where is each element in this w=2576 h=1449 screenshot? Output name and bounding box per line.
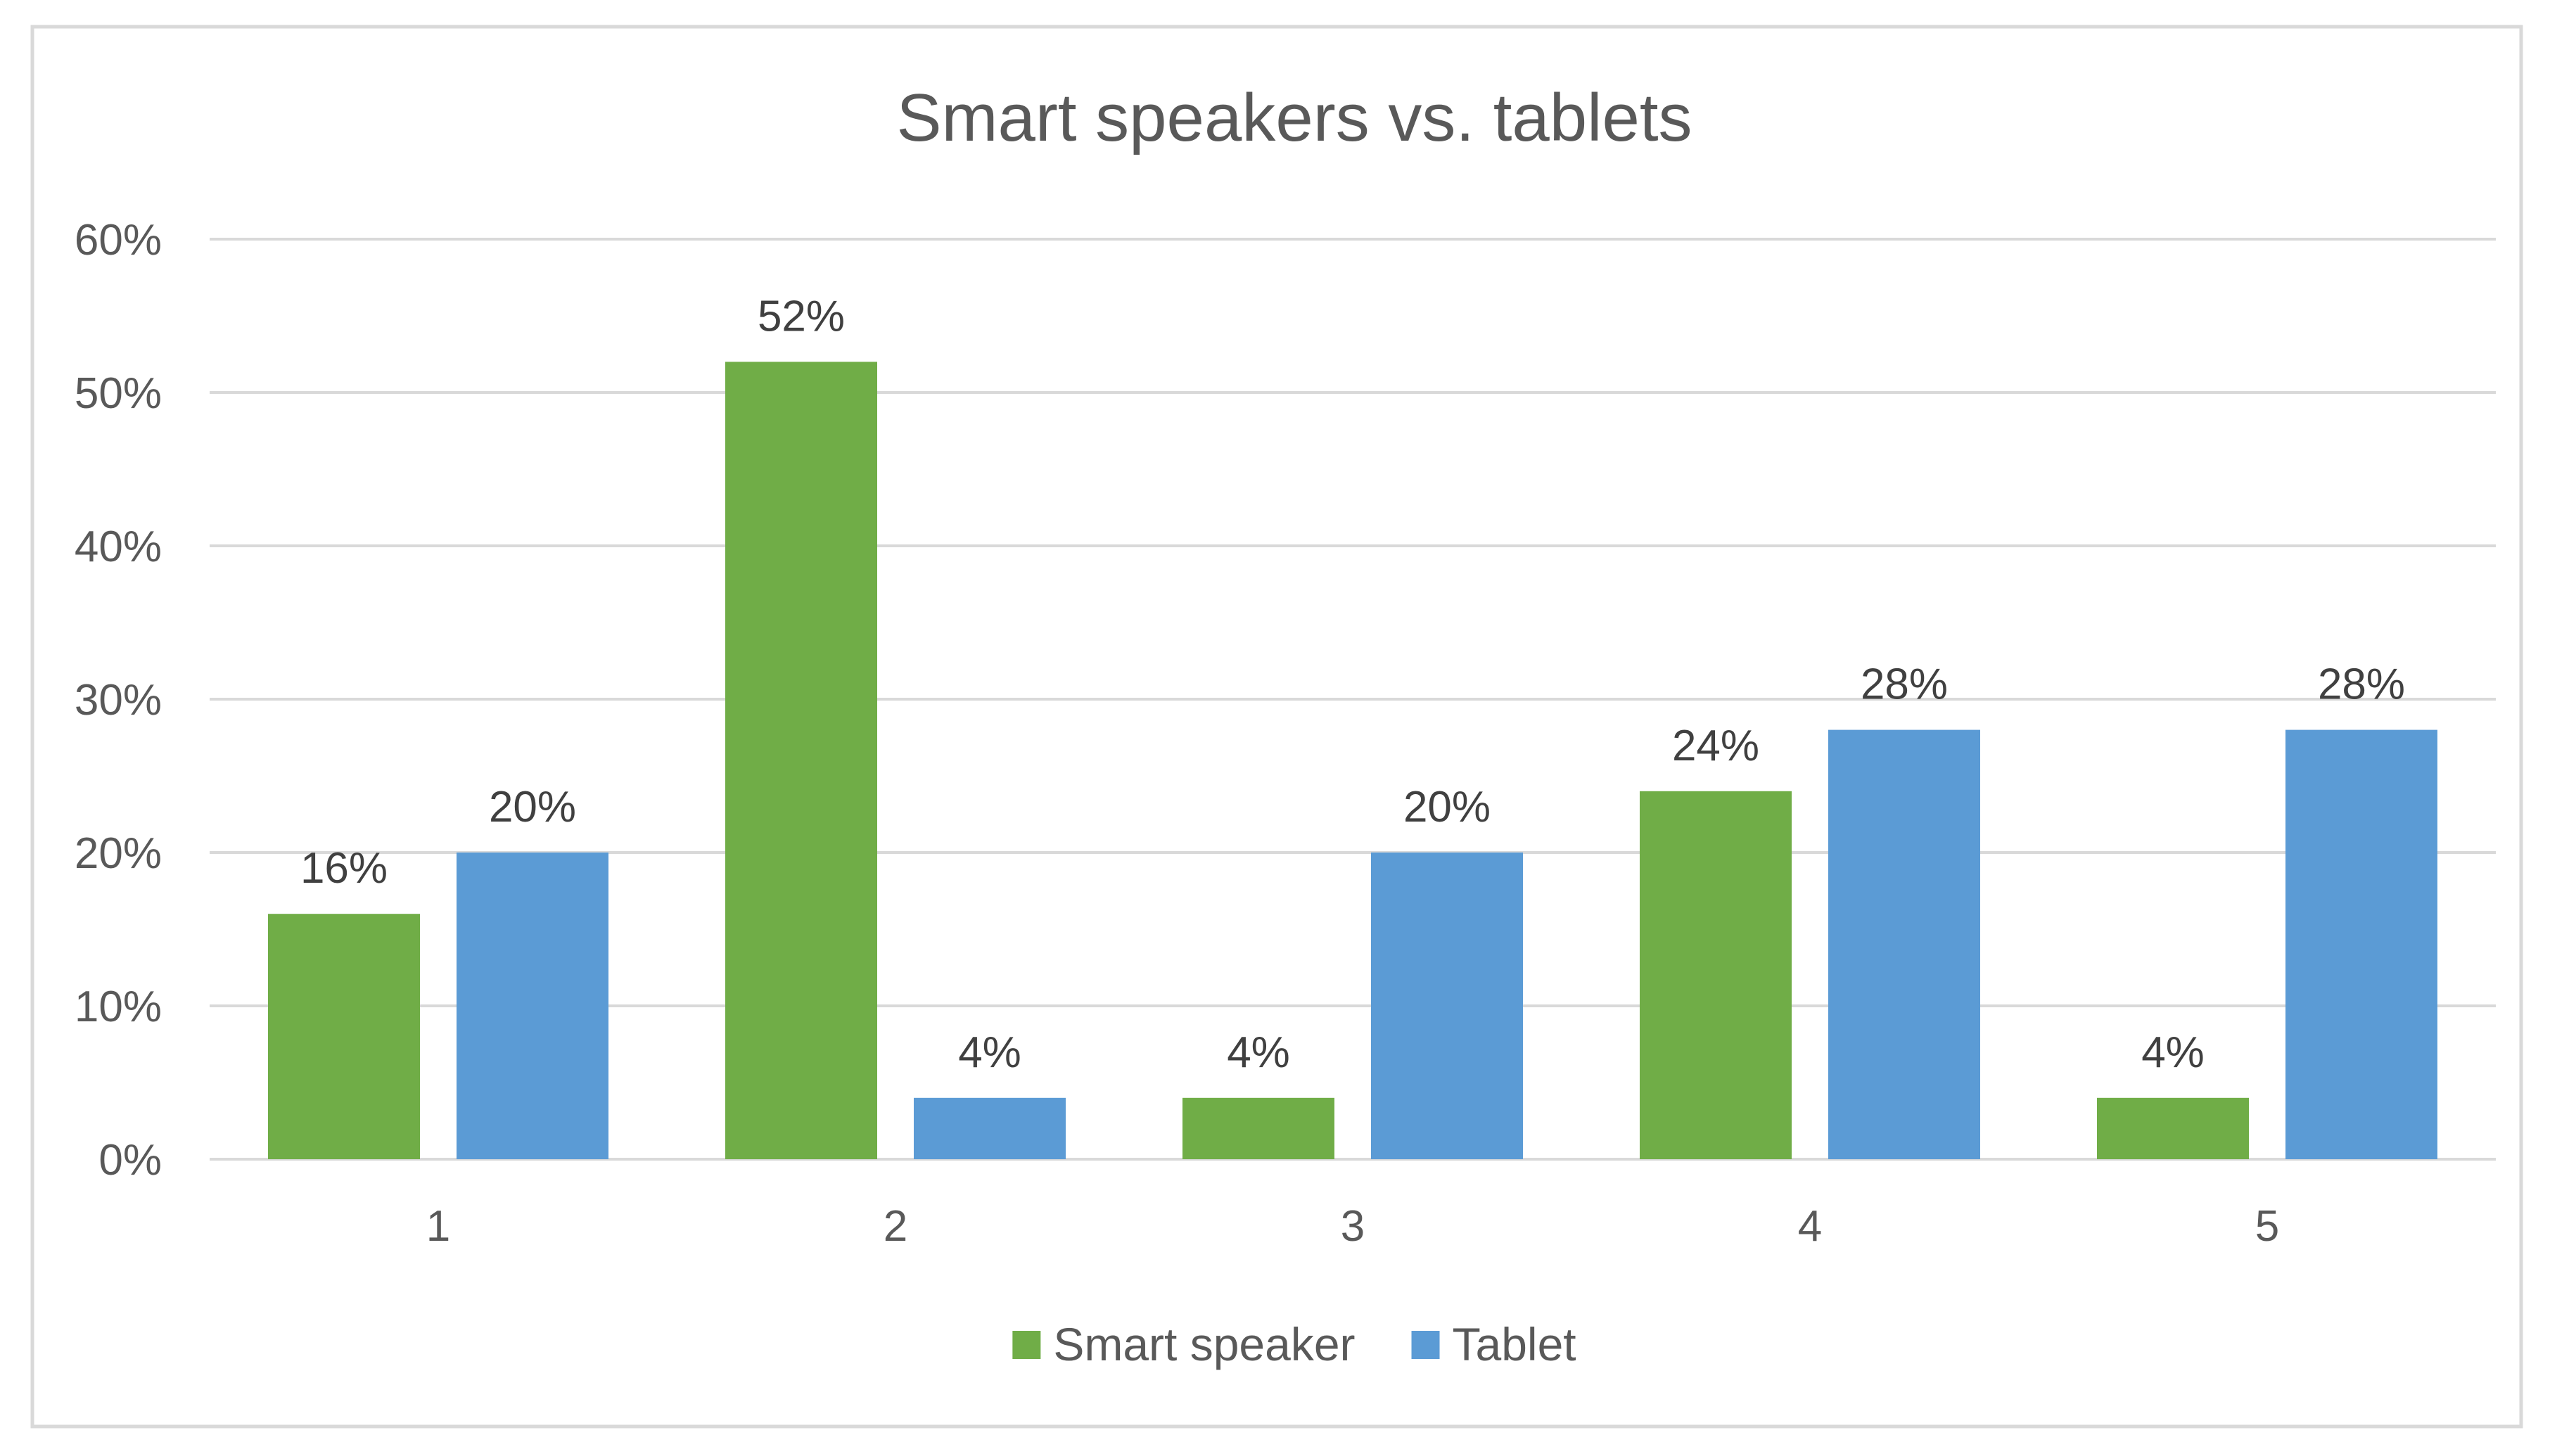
bar-smart-speaker-4 xyxy=(1640,791,1792,1159)
y-tick-label: 60% xyxy=(75,216,162,264)
data-label: 20% xyxy=(489,783,576,831)
x-tick-label: 1 xyxy=(426,1202,450,1251)
data-label: 20% xyxy=(1403,783,1491,831)
legend-swatch-smart-speaker xyxy=(1012,1331,1041,1359)
legend-swatch-tablet xyxy=(1411,1331,1440,1359)
legend: Smart speaker Tablet xyxy=(1012,1318,1576,1370)
data-label: 16% xyxy=(300,844,388,893)
y-axis-ticks: 0% 10% 20% 30% 40% 50% 60% xyxy=(75,216,162,1185)
y-tick-label: 0% xyxy=(98,1136,162,1185)
bar-tablet-2 xyxy=(914,1097,1066,1159)
bar-smart-speaker-5 xyxy=(2097,1097,2249,1159)
x-axis-ticks: 1 2 3 4 5 xyxy=(426,1202,2279,1251)
chart-border xyxy=(30,25,2523,1429)
x-tick-label: 3 xyxy=(1341,1202,1365,1251)
bar-tablet-4 xyxy=(1828,729,1980,1159)
x-tick-label: 5 xyxy=(2255,1202,2279,1251)
bar-smart-speaker-1 xyxy=(268,914,420,1159)
bar-tablet-5 xyxy=(2285,729,2437,1159)
bars xyxy=(268,362,2437,1159)
bar-smart-speaker-3 xyxy=(1182,1097,1334,1159)
y-tick-label: 20% xyxy=(75,829,162,878)
y-tick-label: 50% xyxy=(75,369,162,418)
y-tick-label: 40% xyxy=(75,523,162,571)
bar-tablet-1 xyxy=(457,853,608,1159)
data-label: 52% xyxy=(758,292,845,340)
legend-label: Tablet xyxy=(1453,1318,1576,1370)
data-labels: 16% 20% 52% 4% 4% 20% 24% 28% 4% 28% xyxy=(300,292,2405,1076)
x-tick-label: 2 xyxy=(884,1202,907,1251)
x-tick-label: 4 xyxy=(1798,1202,1822,1251)
bar-tablet-3 xyxy=(1371,853,1523,1159)
data-label: 4% xyxy=(2141,1028,2205,1077)
y-tick-label: 10% xyxy=(75,983,162,1031)
y-tick-label: 30% xyxy=(75,676,162,724)
chart-title: Smart speakers vs. tablets xyxy=(896,80,1692,155)
bar-smart-speaker-2 xyxy=(725,362,877,1159)
data-label: 4% xyxy=(1227,1028,1290,1077)
data-label: 4% xyxy=(958,1028,1021,1077)
data-label: 24% xyxy=(1672,722,1759,770)
data-label: 28% xyxy=(2318,660,2405,709)
data-label: 28% xyxy=(1861,660,1948,709)
legend-label: Smart speaker xyxy=(1053,1318,1355,1370)
